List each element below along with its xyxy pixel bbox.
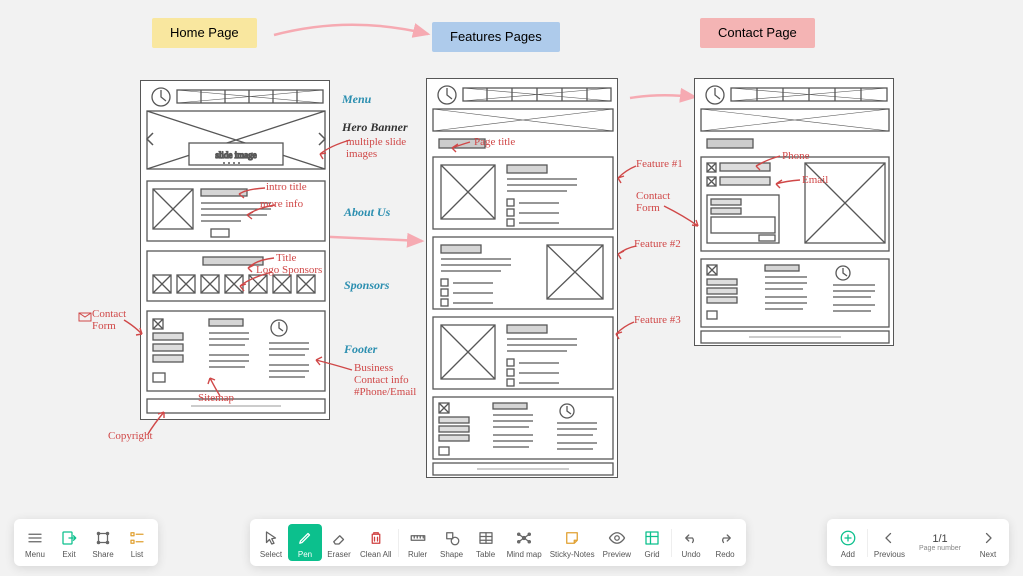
ann-f1: Feature #1 — [636, 158, 683, 170]
ruler-tool[interactable]: Ruler — [401, 524, 435, 561]
ann-more: more info — [260, 198, 303, 210]
select-tool[interactable]: Select — [254, 524, 288, 561]
menu-button[interactable]: Menu — [18, 524, 52, 561]
grid-tool[interactable]: Grid — [635, 524, 669, 561]
mindmap-tool[interactable]: Mind map — [503, 524, 546, 561]
list-button[interactable]: List — [120, 524, 154, 561]
ann-sitemap: Sitemap — [198, 392, 234, 404]
ann-f2: Feature #2 — [634, 238, 681, 250]
toolbar-main: Select Pen Eraser Clean All Ruler Shape … — [250, 519, 746, 566]
undo-button[interactable]: Undo — [674, 524, 708, 561]
pen-tool[interactable]: Pen — [288, 524, 322, 561]
ann-multiple: multiple slide images — [346, 136, 406, 160]
ann-contact-form: Contact Form — [92, 308, 126, 332]
ann-pagetitle: Page title — [474, 136, 515, 148]
table-tool[interactable]: Table — [469, 524, 503, 561]
whiteboard-canvas[interactable]: Home Page Features Pages Contact Page sl… — [0, 0, 1023, 576]
ann-business: Business Contact info #Phone/Email — [354, 362, 416, 398]
page-number: 1/1 — [915, 533, 965, 545]
clean-all-tool[interactable]: Clean All — [356, 524, 396, 561]
ann-email: Email — [802, 174, 828, 186]
next-page-button[interactable]: Next — [971, 524, 1005, 561]
add-page-button[interactable]: Add — [831, 524, 865, 561]
toolbar-pager: Add Previous 1/1 Page number Next — [827, 519, 1009, 566]
shape-tool[interactable]: Shape — [435, 524, 469, 561]
prev-page-button[interactable]: Previous — [870, 524, 909, 561]
share-button[interactable]: Share — [86, 524, 120, 561]
redo-button[interactable]: Redo — [708, 524, 742, 561]
page-number-label: Page number — [919, 545, 961, 552]
eraser-tool[interactable]: Eraser — [322, 524, 356, 561]
ann-f3: Feature #3 — [634, 314, 681, 326]
toolbar-left: Menu Exit Share List — [14, 519, 158, 566]
ann-intro: intro title — [266, 181, 307, 193]
preview-tool[interactable]: Preview — [599, 524, 635, 561]
exit-button[interactable]: Exit — [52, 524, 86, 561]
mail-icon — [78, 312, 92, 322]
sticky-tool[interactable]: Sticky-Notes — [546, 524, 599, 561]
ann-logo: Logo Sponsors — [256, 264, 322, 276]
ann-phone: Phone — [782, 150, 810, 162]
ann-title: Title — [276, 252, 296, 264]
ann-contact-form2: Contact Form — [636, 190, 670, 214]
ann-copyright: Copyright — [108, 430, 153, 442]
annotation-arrows — [0, 0, 1023, 500]
